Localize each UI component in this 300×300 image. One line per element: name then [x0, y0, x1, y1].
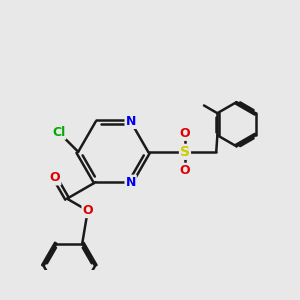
- Text: N: N: [125, 176, 136, 189]
- Text: Cl: Cl: [52, 126, 65, 139]
- Text: O: O: [180, 127, 190, 140]
- Text: N: N: [125, 115, 136, 128]
- Text: O: O: [50, 172, 60, 184]
- Text: O: O: [82, 204, 93, 217]
- Text: O: O: [180, 164, 190, 177]
- Text: S: S: [180, 145, 190, 159]
